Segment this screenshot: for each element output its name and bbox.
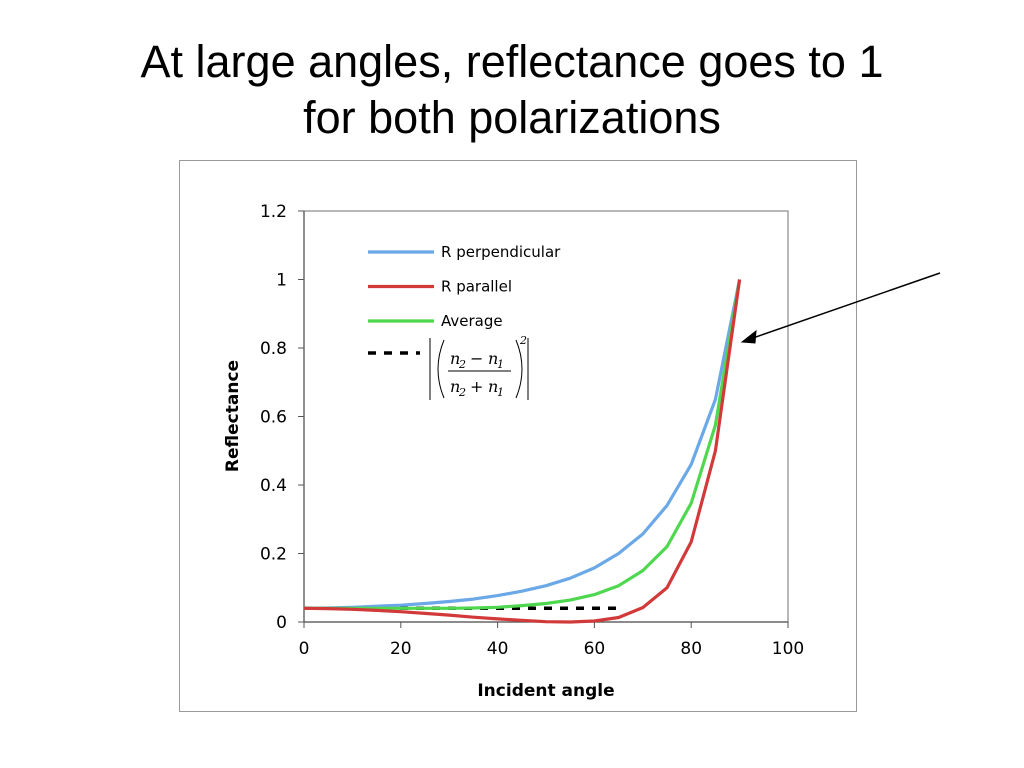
formula-minus: −: [470, 349, 483, 368]
annotation-arrow: [740, 272, 941, 344]
legend-label-average: Average: [441, 312, 503, 330]
formula-numerator-n1: n: [488, 349, 498, 368]
legend: R perpendicular R parallel Average: [368, 243, 561, 330]
y-tick-label: 0.6: [260, 408, 287, 428]
formula-numerator-n: n: [450, 349, 460, 368]
y-axis-title: Reflectance: [223, 360, 243, 472]
x-tick-label: 40: [487, 639, 509, 659]
x-axis-title: Incident angle: [477, 681, 614, 701]
slide-title-line-2: for both polarizations: [303, 92, 721, 143]
x-tick-label: 60: [584, 639, 606, 659]
x-tick-label: 20: [390, 639, 412, 659]
x-tick-label: 0: [299, 639, 310, 659]
formula-plus: +: [470, 377, 483, 396]
y-tick-label: 0.4: [260, 476, 287, 496]
formula-denominator-sub2: 2: [458, 386, 466, 399]
y-tick-label: 1: [276, 271, 287, 291]
slide-title: At large angles, reflectance goes to 1 f…: [40, 34, 984, 146]
x-tick-label: 100: [772, 639, 804, 659]
formula-numerator-sub2: 2: [458, 358, 466, 371]
paren-left: [437, 339, 445, 399]
formula-exponent: 2: [519, 334, 527, 347]
y-tick-label: 0: [276, 613, 287, 633]
formula-denominator-n: n: [450, 377, 460, 396]
slide-title-line-1: At large angles, reflectance goes to 1: [140, 36, 884, 87]
series-line-r-perpendicular: [303, 279, 742, 610]
legend-label-r-parallel: R parallel: [441, 278, 512, 296]
series-line-r-parallel: [303, 279, 742, 624]
series-line-average: [304, 279, 742, 610]
formula-numerator-sub1: 1: [497, 358, 504, 371]
legend-label-r-perpendicular: R perpendicular: [441, 243, 561, 261]
x-tick-label: 80: [680, 639, 702, 659]
y-tick-label: 0.2: [260, 545, 287, 565]
y-tick-label: 1.2: [260, 202, 287, 222]
paren-right: [515, 339, 523, 399]
formula-denominator-n1: n: [488, 377, 498, 396]
y-tick-label: 0.8: [260, 339, 287, 359]
formula-denominator-sub1: 1: [497, 386, 504, 399]
formula-legend-entry: n 2 − n 1 n 2 + n 1 2: [368, 334, 529, 400]
